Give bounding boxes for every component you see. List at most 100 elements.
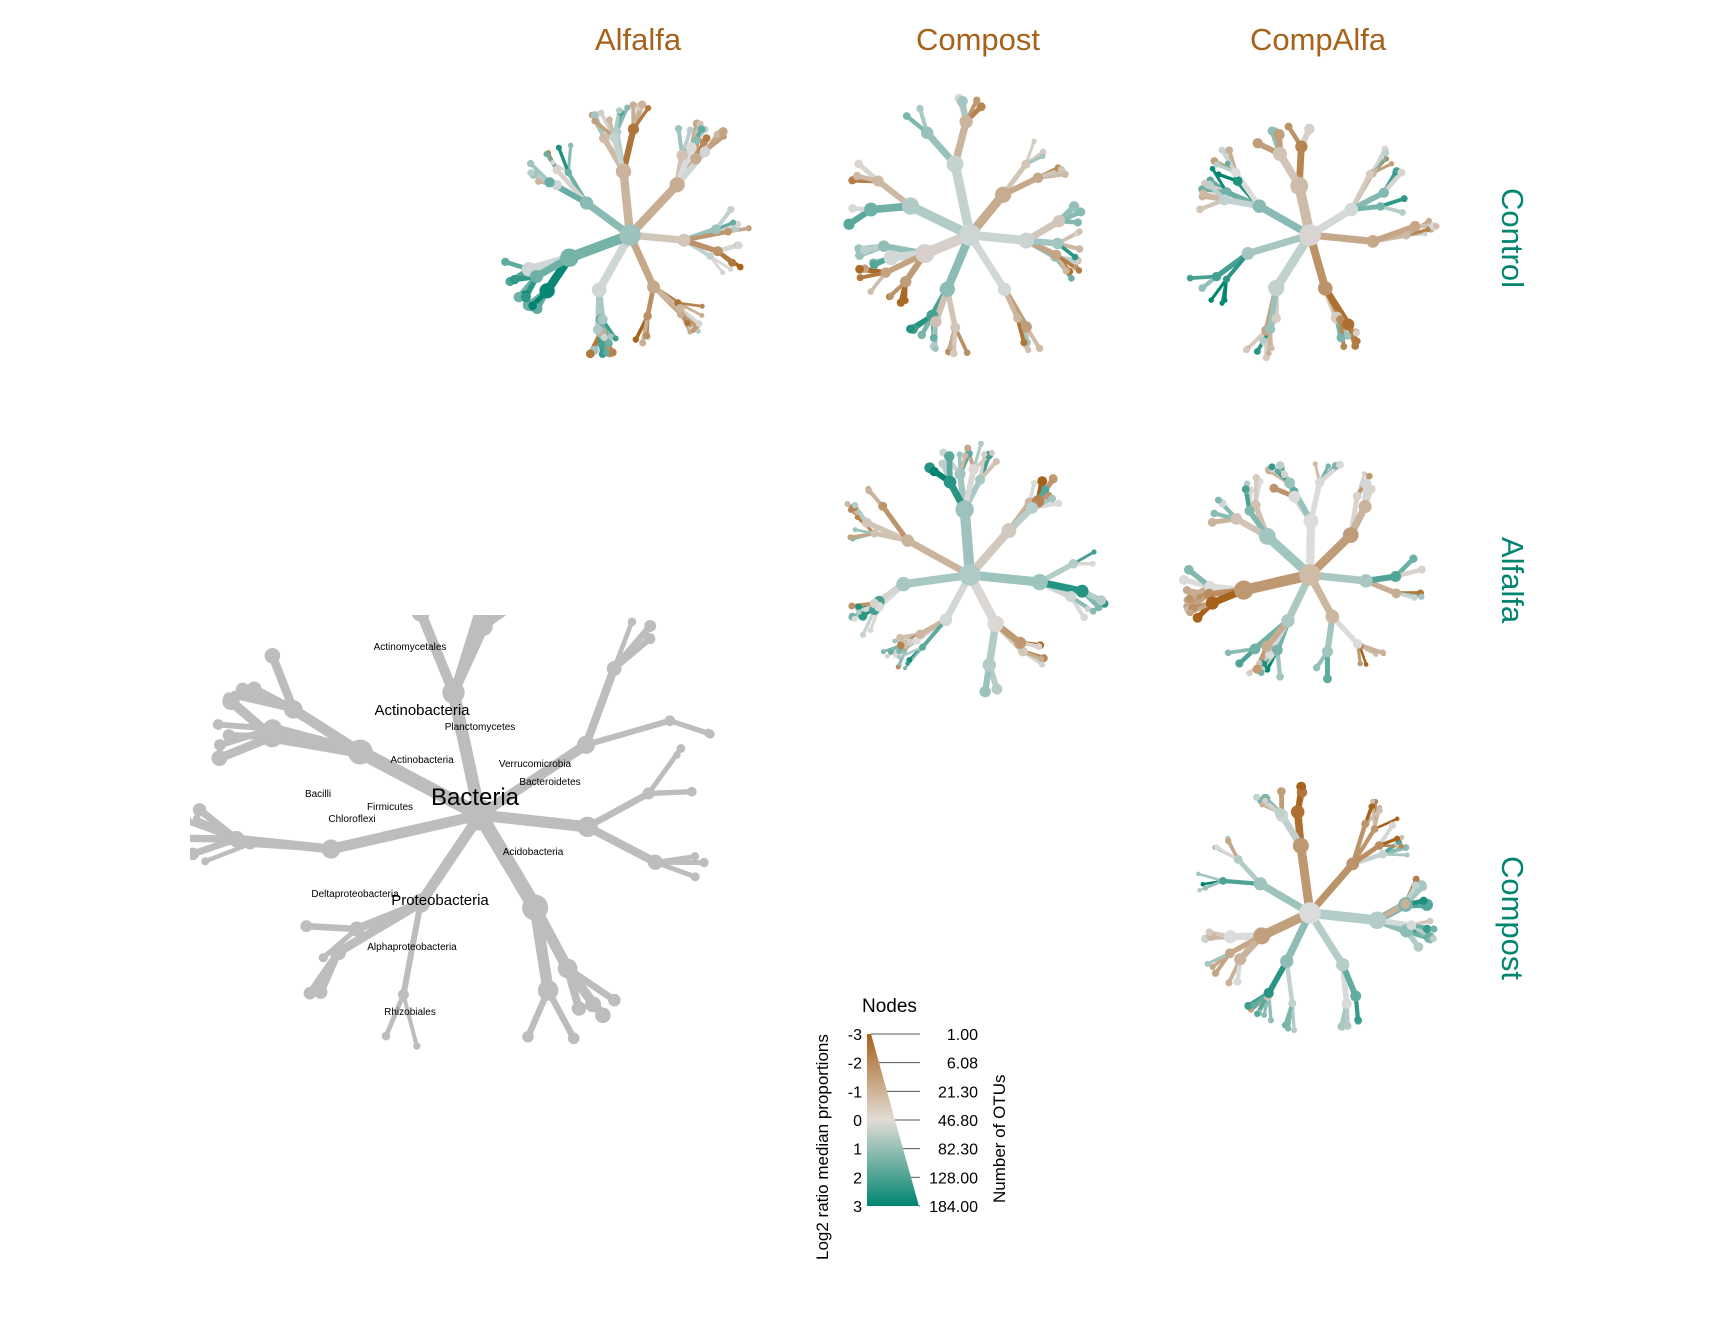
tree-node [571,1001,587,1016]
tree-node [1352,329,1360,337]
tree-node [1399,834,1405,840]
tree-node [896,576,911,592]
tree-node [1290,176,1309,195]
tree-edge [246,840,335,853]
tree-node [968,463,979,475]
tree-node [1244,1001,1253,1010]
tree-edge [1296,841,1315,918]
tree-edge [708,254,733,271]
tree-node [262,719,283,739]
tree-node [684,320,691,327]
tree-node [1246,669,1253,677]
tree-node [1205,596,1219,610]
tree-node [1065,591,1077,603]
tree-node [1224,837,1232,845]
tree-node [720,270,726,276]
tree-node [939,613,953,627]
tree-node [1342,318,1355,331]
key-tree-taxon-label: Deltaproteobacteria [311,889,399,900]
tree-node [522,894,549,921]
tree-node [1252,199,1267,213]
tree-node [864,202,878,217]
tree-node [1394,816,1400,822]
tree-node [564,168,572,177]
tree-node [851,501,859,509]
tree-node [1200,882,1206,887]
tree-node [1218,194,1231,206]
tree-edge [1284,959,1295,1006]
tree-node [900,275,912,288]
tree-node [1192,612,1203,623]
tree-edge [611,635,653,672]
tree-node [1295,140,1308,153]
tree-node [1068,558,1079,569]
tree-node [567,1032,580,1045]
tree-edge [383,992,406,1039]
tree-node [1263,987,1274,999]
tree-node [1398,843,1404,849]
tree-node [699,312,705,318]
tree-node [1230,513,1243,525]
tree-node [1261,640,1273,653]
tree-node [1314,477,1325,488]
key-tree-taxon-label: Verrucomicrobia [499,759,572,770]
tree-node [892,638,897,644]
tree-node [1271,313,1281,324]
tree-node [1013,313,1023,323]
tree-edge [333,898,426,957]
tree-node [1254,1010,1261,1018]
tree-node [1182,585,1192,595]
tree-node [211,750,228,767]
tree-node [728,266,734,272]
tree-node [615,163,632,180]
tree-node [314,985,328,999]
legend-color-axis-title: Log2 ratio median proportions [813,1034,832,1260]
legend-color-tick: -3 [848,1027,862,1044]
key-tree-taxon-label: Actinomycetales [374,642,447,653]
tree-node [212,719,224,730]
tree-node [880,649,886,655]
tree-node [897,662,902,667]
tree-node [1406,920,1417,931]
tree-node [1186,274,1194,282]
tree-node [349,921,365,937]
tree-node [1342,527,1359,543]
tree-node [1369,798,1376,804]
tree-node [1215,171,1222,178]
tree-node [1425,226,1431,233]
tree-node [1268,463,1276,471]
tree-edge [401,992,419,1049]
tree-node [1209,165,1216,172]
tree-node [860,631,867,638]
tree-node [1318,281,1333,296]
tree-node [1370,825,1379,833]
tree-node [1288,999,1297,1008]
tree-edge [581,664,619,749]
tree-node [201,857,210,866]
tree-node [1272,146,1287,161]
tree-node [699,303,705,309]
tree-node [1276,672,1284,681]
tree-node [905,661,910,666]
tree-node [1394,835,1401,842]
tree-node [600,333,608,342]
tree-node [1037,476,1048,487]
tree-node [915,629,925,640]
tree-node [1388,161,1395,167]
tree-edge [353,745,487,822]
tree-node [509,274,520,285]
tree-node [1253,877,1267,891]
tree-node [1399,209,1406,216]
tree-node [896,641,905,650]
tree-node [884,653,890,659]
tree-node [1057,165,1066,174]
tree-node [1213,844,1220,851]
tree-node [1296,787,1308,798]
tree-node [347,739,373,765]
tree-edge [676,301,704,308]
tree-node [1031,138,1037,145]
tree-node [932,345,939,352]
key-tree-taxon-label: Firmicutes [367,802,413,813]
tree-node [544,177,555,188]
tree-node [724,227,732,236]
